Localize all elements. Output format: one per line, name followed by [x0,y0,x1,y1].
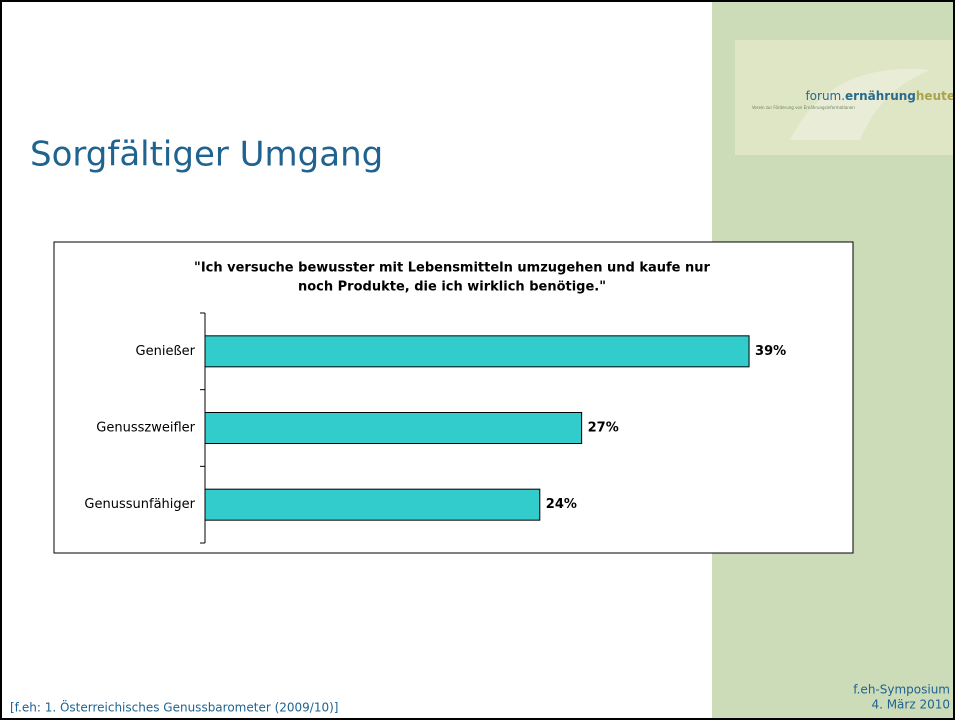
category-label: Genussunfähiger [84,497,195,512]
footer-event: f.eh-Symposium [853,683,950,697]
footer-source: [f.eh: 1. Österreichisches Genussbaromet… [10,699,338,715]
value-label: 27% [588,421,619,436]
logo-brand-3: heute [916,89,955,103]
chart-title-line: noch Produkte, die ich wirklich benötige… [298,280,606,295]
logo-swoosh [790,68,930,140]
logo-brand-2: ernährung [845,89,916,103]
slide-title: Sorgfältiger Umgang [30,135,383,175]
footer-date: 4. März 2010 [871,698,950,712]
chart-title-line: "Ich versuche bewusster mit Lebensmittel… [194,261,710,276]
logo-tagline: Verein zur Förderung von Ernährungsinfor… [752,105,855,110]
bar [204,335,750,368]
value-label: 24% [546,497,577,512]
value-label: 39% [755,344,786,359]
logo-brand: forum.ernährungheute [805,89,955,103]
logo-brand-1: forum. [805,89,845,103]
bar [204,488,541,521]
category-label: Genusszweifler [96,421,195,436]
bar [204,412,583,444]
category-label: Genießer [136,344,196,359]
